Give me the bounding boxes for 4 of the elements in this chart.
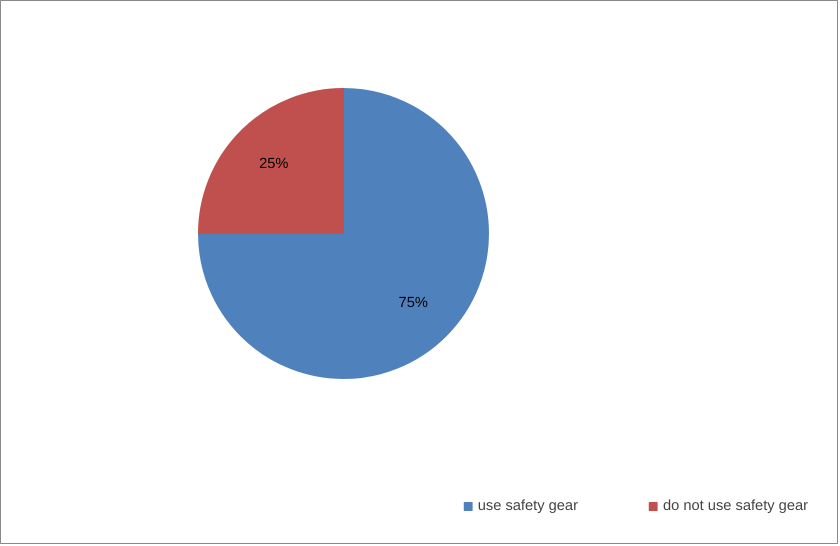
data-label: 75% xyxy=(398,295,428,312)
legend-label: do not use safety gear xyxy=(662,498,808,514)
data-label: 25% xyxy=(259,156,288,172)
legend-label: use safety gear xyxy=(478,498,578,514)
